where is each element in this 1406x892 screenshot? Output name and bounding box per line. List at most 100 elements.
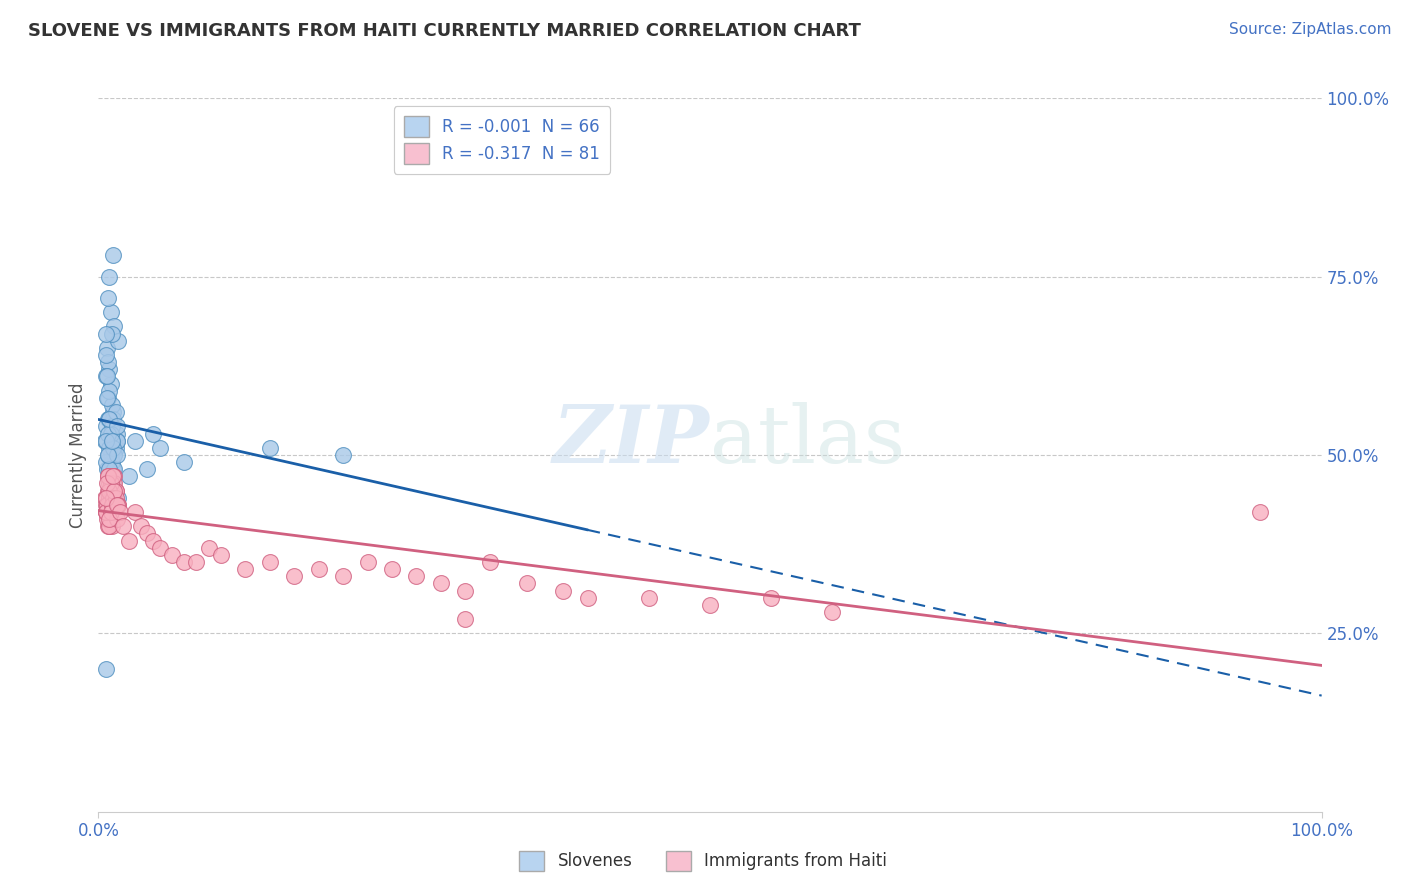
Point	[104, 498, 127, 512]
Point	[104, 491, 127, 505]
Point	[100, 491, 122, 505]
Point	[97, 469, 120, 483]
Point	[97, 519, 120, 533]
Point	[308, 562, 330, 576]
Point	[101, 441, 124, 455]
Point	[103, 476, 125, 491]
Point	[101, 519, 124, 533]
Point	[105, 448, 128, 462]
Point	[186, 555, 208, 569]
Point	[103, 462, 125, 476]
Point	[101, 412, 124, 426]
Text: Source: ZipAtlas.com: Source: ZipAtlas.com	[1229, 22, 1392, 37]
Point	[94, 348, 117, 362]
Point	[101, 434, 124, 448]
Point	[209, 548, 232, 562]
Point	[356, 555, 378, 569]
Point	[98, 491, 121, 505]
Point	[94, 491, 117, 505]
Point	[104, 441, 127, 455]
Point	[98, 412, 121, 426]
Point	[97, 412, 120, 426]
Point	[101, 419, 124, 434]
Point	[107, 491, 129, 505]
Point	[97, 448, 120, 462]
Point	[173, 455, 195, 469]
Point	[136, 462, 159, 476]
Point	[101, 483, 124, 498]
Point	[118, 469, 141, 483]
Point	[149, 541, 172, 555]
Point	[637, 591, 661, 605]
Point	[97, 355, 120, 369]
Point	[98, 441, 121, 455]
Point	[96, 391, 118, 405]
Text: atlas: atlas	[710, 401, 905, 480]
Point	[761, 591, 783, 605]
Point	[97, 448, 120, 462]
Point	[94, 326, 117, 341]
Point	[94, 505, 117, 519]
Point	[105, 512, 128, 526]
Point	[101, 498, 124, 512]
Point	[103, 319, 125, 334]
Text: ZIP: ZIP	[553, 402, 710, 479]
Point	[105, 434, 128, 448]
Point	[821, 605, 844, 619]
Point	[101, 455, 124, 469]
Point	[101, 491, 124, 505]
Point	[124, 505, 146, 519]
Point	[110, 505, 132, 519]
Point	[101, 469, 124, 483]
Point	[104, 405, 127, 419]
Point	[96, 462, 118, 476]
Point	[332, 569, 354, 583]
Legend: R = -0.001  N = 66, R = -0.317  N = 81: R = -0.001 N = 66, R = -0.317 N = 81	[394, 106, 610, 174]
Point	[101, 476, 124, 491]
Point	[96, 498, 118, 512]
Point	[94, 434, 117, 448]
Point	[160, 548, 183, 562]
Point	[142, 426, 165, 441]
Point	[98, 519, 121, 533]
Text: SLOVENE VS IMMIGRANTS FROM HAITI CURRENTLY MARRIED CORRELATION CHART: SLOVENE VS IMMIGRANTS FROM HAITI CURRENT…	[28, 22, 860, 40]
Point	[430, 576, 453, 591]
Point	[105, 426, 128, 441]
Point	[454, 612, 477, 626]
Point	[1249, 505, 1271, 519]
Point	[124, 434, 146, 448]
Point	[100, 476, 122, 491]
Point	[100, 505, 122, 519]
Point	[101, 491, 124, 505]
Point	[136, 526, 159, 541]
Point	[100, 305, 122, 319]
Point	[101, 248, 124, 262]
Point	[97, 505, 120, 519]
Point	[101, 491, 124, 505]
Point	[699, 598, 721, 612]
Point	[100, 376, 122, 391]
Point	[515, 576, 537, 591]
Point	[104, 483, 127, 498]
Point	[100, 476, 122, 491]
Point	[93, 434, 115, 448]
Point	[104, 483, 127, 498]
Point	[100, 491, 122, 505]
Point	[101, 476, 124, 491]
Point	[94, 369, 117, 384]
Point	[332, 448, 354, 462]
Point	[101, 462, 124, 476]
Point	[93, 491, 115, 505]
Point	[105, 498, 128, 512]
Point	[96, 369, 118, 384]
Point	[478, 555, 501, 569]
Point	[100, 426, 122, 441]
Point	[553, 583, 575, 598]
Point	[100, 426, 122, 441]
Point	[94, 505, 117, 519]
Point	[98, 483, 121, 498]
Point	[101, 498, 124, 512]
Point	[111, 519, 134, 533]
Point	[103, 469, 125, 483]
Point	[98, 362, 121, 376]
